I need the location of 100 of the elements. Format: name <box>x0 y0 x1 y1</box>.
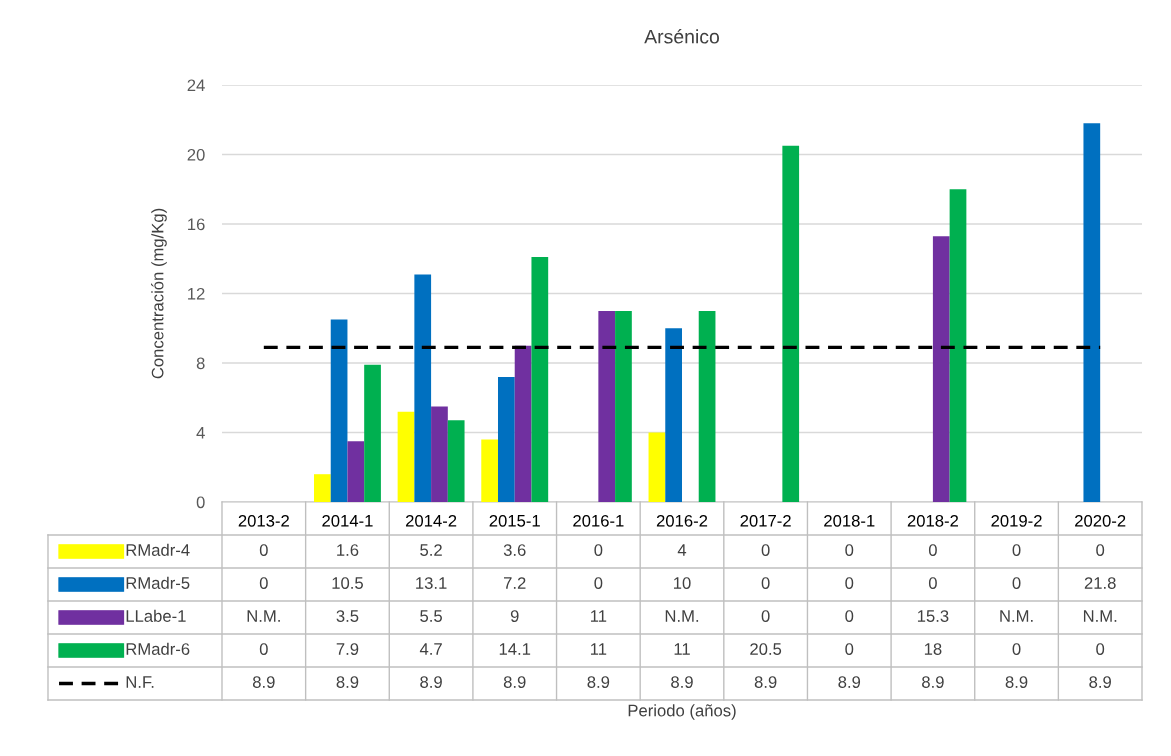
data-label: 0 <box>594 577 603 589</box>
data-label: 0 <box>1012 577 1021 589</box>
data-label: 0 <box>1012 544 1021 556</box>
data-label: 0 <box>845 643 854 655</box>
data-label: 8.9 <box>587 676 610 688</box>
y-tick-label: 8 <box>196 357 205 370</box>
text: N.M. <box>247 610 280 622</box>
data-label: 0 <box>1012 643 1021 655</box>
data-label: 0 <box>845 610 854 622</box>
text: Periodo (años) <box>628 704 736 720</box>
data-label: 10.5 <box>332 577 363 589</box>
data-label: 7.2 <box>504 577 526 589</box>
data-label: 0 <box>594 544 603 556</box>
data-label: 0 <box>259 643 268 655</box>
data-label: 8.9 <box>671 676 693 688</box>
data-label: 8.9 <box>838 676 861 688</box>
data-label: 3.6 <box>503 544 526 556</box>
data-label: 0 <box>259 544 268 556</box>
data-label: 5.2 <box>420 544 442 556</box>
data-label: 9 <box>510 610 519 622</box>
data-label: 0 <box>1096 643 1105 655</box>
x-tick-label: 2018-1 <box>824 514 875 527</box>
y-tick-label: 16 <box>188 218 205 231</box>
text: N.M. <box>1000 610 1033 622</box>
y-tick-label: 24 <box>187 79 205 92</box>
data-label: 11 <box>590 643 607 655</box>
chart-title: Arsénico <box>644 29 720 44</box>
x-tick-label: 2015-1 <box>489 514 540 527</box>
data-label: 0 <box>259 577 268 589</box>
bar <box>665 328 682 502</box>
bar <box>347 441 365 502</box>
x-tick-label: 2018-2 <box>907 514 959 527</box>
data-label: 13.1 <box>416 577 447 589</box>
bar <box>397 411 415 502</box>
y-tick-label: 20 <box>187 148 205 161</box>
bar <box>481 439 498 502</box>
x-tick-label: 2014-2 <box>405 514 457 527</box>
bar <box>598 310 616 502</box>
x-tick-label: 2017-2 <box>740 514 791 527</box>
x-tick-label: 2016-1 <box>573 514 624 527</box>
bar <box>330 319 348 502</box>
x-tick-label: 2020-2 <box>1075 514 1126 527</box>
data-label: 5.5 <box>420 610 442 622</box>
data-label: 14.1 <box>499 643 531 655</box>
y-tick-label: 12 <box>188 287 205 300</box>
y-tick-label: 4 <box>196 427 205 439</box>
legend-label: RMadr-5 <box>126 576 190 589</box>
bar <box>698 310 716 502</box>
x-tick-label: 2014-1 <box>322 514 373 527</box>
bar <box>648 432 666 502</box>
bar <box>531 257 549 502</box>
legend-label: RMadr-6 <box>126 642 190 655</box>
data-label: 8.9 <box>336 676 359 688</box>
data-label: 0 <box>1096 544 1105 556</box>
y-axis-title: Concentración (mg/Kg) <box>151 208 167 379</box>
data-label: 10 <box>674 577 691 589</box>
data-label: 0 <box>761 577 770 589</box>
data-label: 4.7 <box>419 643 442 655</box>
data-label: 1.6 <box>337 544 359 556</box>
data-label: 8.9 <box>252 676 275 688</box>
data-label: 0 <box>845 577 854 589</box>
bar <box>431 406 448 502</box>
data-label: 0 <box>761 544 770 556</box>
bar <box>447 420 465 502</box>
bar <box>498 376 515 502</box>
bar <box>615 310 632 502</box>
bar <box>782 145 800 502</box>
data-label: 8.9 <box>1005 676 1028 688</box>
data-label: 0 <box>928 544 937 556</box>
data-label: 11 <box>590 610 607 622</box>
bar <box>1083 123 1101 502</box>
bar <box>514 345 532 502</box>
bar <box>364 364 381 502</box>
data-label: 15.3 <box>917 610 949 622</box>
text: N.M. <box>665 610 699 622</box>
data-label: 8.9 <box>922 676 944 688</box>
data-label: 3.5 <box>336 610 359 622</box>
data-label: 8.9 <box>503 676 526 688</box>
data-label: 0 <box>928 577 937 589</box>
legend-label: LLabe-1 <box>126 609 186 622</box>
data-label: 8.9 <box>420 676 442 688</box>
legend-label: RMadr-4 <box>126 543 190 556</box>
data-label: 20.5 <box>750 643 782 655</box>
data-label: 8.9 <box>754 676 777 688</box>
bar <box>314 474 331 502</box>
text: N.M. <box>1083 610 1117 622</box>
data-label: 0 <box>845 544 854 556</box>
x-tick-label: 2016-2 <box>656 514 708 527</box>
bar <box>414 274 432 502</box>
data-label: 11 <box>674 643 690 655</box>
x-tick-label: 2019-2 <box>991 514 1042 527</box>
x-tick-label: 2013-2 <box>238 514 289 527</box>
data-label: 21.8 <box>1084 577 1116 589</box>
legend-label: N.F. <box>126 676 154 688</box>
data-label: 18 <box>924 643 942 655</box>
y-tick-label: 0 <box>196 496 205 509</box>
data-label: 0 <box>761 610 770 622</box>
bar <box>932 236 950 502</box>
data-label: 8.9 <box>1089 676 1111 688</box>
data-label: 4 <box>677 544 687 556</box>
